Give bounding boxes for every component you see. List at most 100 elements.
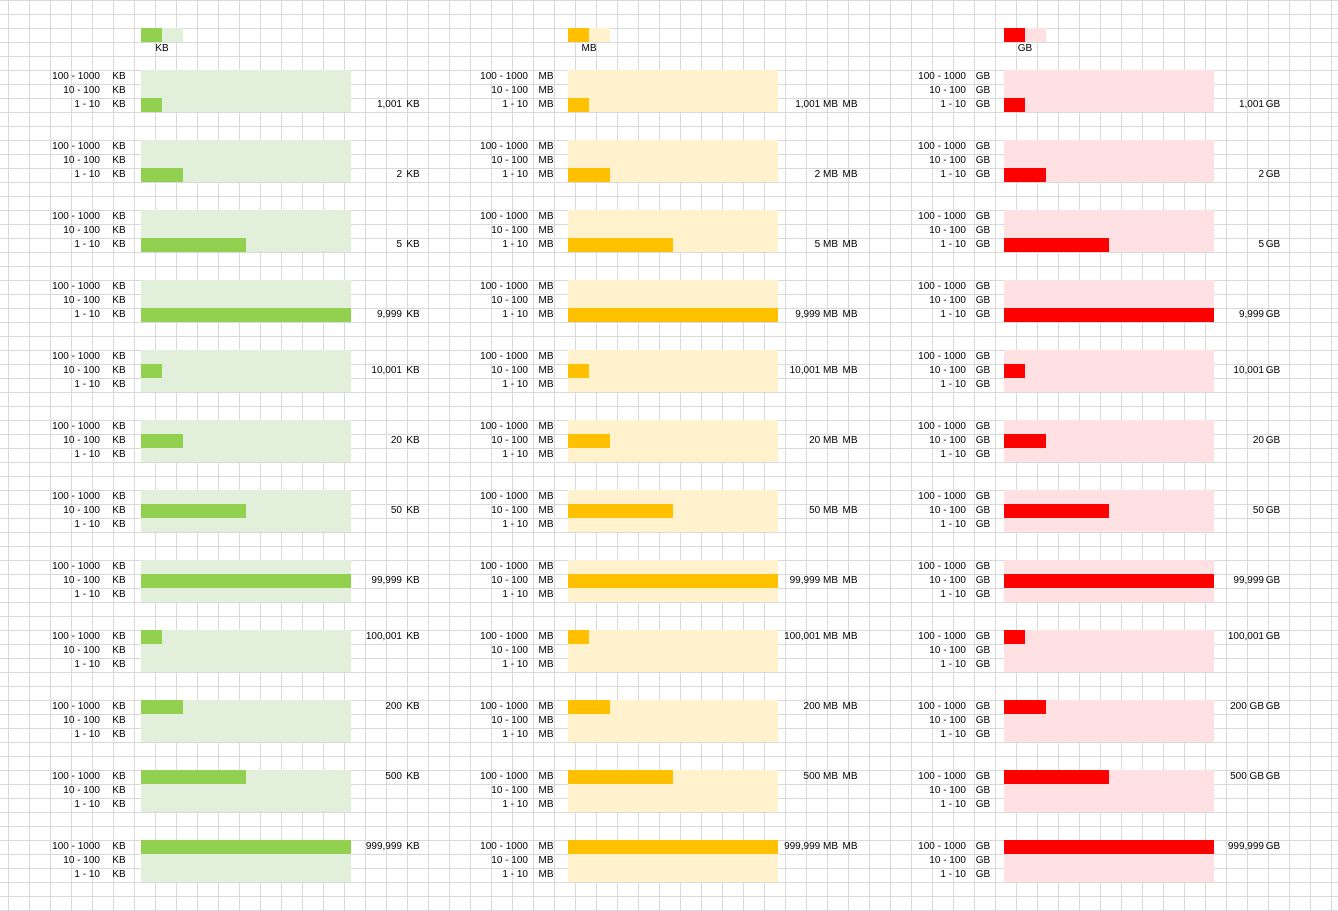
data-bar xyxy=(568,504,673,518)
value-label: 10,001 xyxy=(1233,365,1264,376)
range-unit-label: KB xyxy=(112,379,126,390)
range-unit-label: MB xyxy=(538,169,554,180)
data-bar xyxy=(1004,700,1046,714)
data-bar xyxy=(141,700,183,714)
value-unit-label: KB xyxy=(406,701,420,712)
range-label: 100 - 1000 xyxy=(918,771,966,782)
range-label: 10 - 100 xyxy=(491,715,528,726)
data-bar-background xyxy=(1004,70,1214,112)
range-label: 1 - 10 xyxy=(940,239,966,250)
range-label: 100 - 1000 xyxy=(918,841,966,852)
range-unit-label: MB xyxy=(538,239,554,250)
range-unit-label: KB xyxy=(112,519,126,530)
range-unit-label: GB xyxy=(975,785,991,796)
data-bar xyxy=(1004,238,1109,252)
range-label: 10 - 100 xyxy=(491,365,528,376)
range-label: 10 - 100 xyxy=(929,715,966,726)
data-bar xyxy=(568,168,610,182)
range-label: 1 - 10 xyxy=(74,729,100,740)
range-label: 1 - 10 xyxy=(940,449,966,460)
value-label: 10,001 MB xyxy=(789,365,838,376)
range-label: 10 - 100 xyxy=(491,505,528,516)
range-unit-label: KB xyxy=(112,155,126,166)
range-label: 1 - 10 xyxy=(502,239,528,250)
range-label: 100 - 1000 xyxy=(52,701,100,712)
range-unit-label: KB xyxy=(112,855,126,866)
value-unit-label: KB xyxy=(406,505,420,516)
range-unit-label: MB xyxy=(538,729,554,740)
data-bar xyxy=(568,574,778,588)
range-label: 100 - 1000 xyxy=(52,281,100,292)
range-unit-label: GB xyxy=(975,449,991,460)
range-label: 10 - 100 xyxy=(491,575,528,586)
legend-swatch-gb xyxy=(1004,28,1025,42)
range-label: 1 - 10 xyxy=(74,869,100,880)
value-unit-label: GB xyxy=(1265,99,1281,110)
range-label: 10 - 100 xyxy=(491,785,528,796)
data-bar xyxy=(568,770,673,784)
range-unit-label: MB xyxy=(538,631,554,642)
range-label: 1 - 10 xyxy=(502,659,528,670)
legend-label-mb: MB xyxy=(581,43,597,54)
range-unit-label: GB xyxy=(975,85,991,96)
range-unit-label: MB xyxy=(538,71,554,82)
range-unit-label: MB xyxy=(538,309,554,320)
value-label: 10,001 xyxy=(371,365,402,376)
value-label: 2 xyxy=(396,169,402,180)
range-label: 10 - 100 xyxy=(491,155,528,166)
value-label: 1,001 xyxy=(376,99,402,110)
range-label: 100 - 1000 xyxy=(918,71,966,82)
data-bar xyxy=(141,434,183,448)
range-unit-label: KB xyxy=(112,449,126,460)
range-unit-label: KB xyxy=(112,421,126,432)
range-label: 1 - 10 xyxy=(940,519,966,530)
data-bar xyxy=(141,770,246,784)
value-unit-label: GB xyxy=(1265,575,1281,586)
range-unit-label: GB xyxy=(975,771,991,782)
range-label: 100 - 1000 xyxy=(480,141,528,152)
range-label: 10 - 100 xyxy=(491,645,528,656)
value-unit-label: MB xyxy=(842,575,858,586)
range-label: 100 - 1000 xyxy=(480,491,528,502)
range-label: 1 - 10 xyxy=(502,99,528,110)
range-label: 1 - 10 xyxy=(502,799,528,810)
range-label: 1 - 10 xyxy=(502,169,528,180)
range-unit-label: MB xyxy=(538,519,554,530)
range-label: 100 - 1000 xyxy=(918,211,966,222)
value-label: 500 xyxy=(385,771,402,782)
range-label: 1 - 10 xyxy=(74,589,100,600)
value-label: 200 xyxy=(385,701,402,712)
range-unit-label: GB xyxy=(975,519,991,530)
value-label: 999,999 xyxy=(1227,841,1264,852)
value-unit-label: MB xyxy=(842,365,858,376)
data-bar xyxy=(1004,364,1025,378)
range-unit-label: GB xyxy=(975,225,991,236)
data-bar xyxy=(568,700,610,714)
range-label: 10 - 100 xyxy=(929,365,966,376)
data-bar xyxy=(1004,504,1109,518)
range-unit-label: GB xyxy=(975,645,991,656)
range-label: 100 - 1000 xyxy=(480,701,528,712)
value-unit-label: GB xyxy=(1265,239,1281,250)
value-unit-label: KB xyxy=(406,169,420,180)
range-unit-label: MB xyxy=(538,799,554,810)
range-unit-label: KB xyxy=(112,491,126,502)
range-label: 1 - 10 xyxy=(502,449,528,460)
legend-swatch-kb xyxy=(141,28,162,42)
range-unit-label: KB xyxy=(112,799,126,810)
range-unit-label: KB xyxy=(112,435,126,446)
range-label: 1 - 10 xyxy=(502,519,528,530)
data-bar xyxy=(141,840,351,854)
value-unit-label: KB xyxy=(406,575,420,586)
range-unit-label: MB xyxy=(538,505,554,516)
data-bar-background xyxy=(141,630,351,672)
value-unit-label: KB xyxy=(406,365,420,376)
range-unit-label: MB xyxy=(538,295,554,306)
value-label: 500 MB xyxy=(803,771,838,782)
range-label: 1 - 10 xyxy=(502,869,528,880)
value-unit-label: GB xyxy=(1265,365,1281,376)
range-label: 1 - 10 xyxy=(74,379,100,390)
range-unit-label: MB xyxy=(538,351,554,362)
range-unit-label: GB xyxy=(975,589,991,600)
